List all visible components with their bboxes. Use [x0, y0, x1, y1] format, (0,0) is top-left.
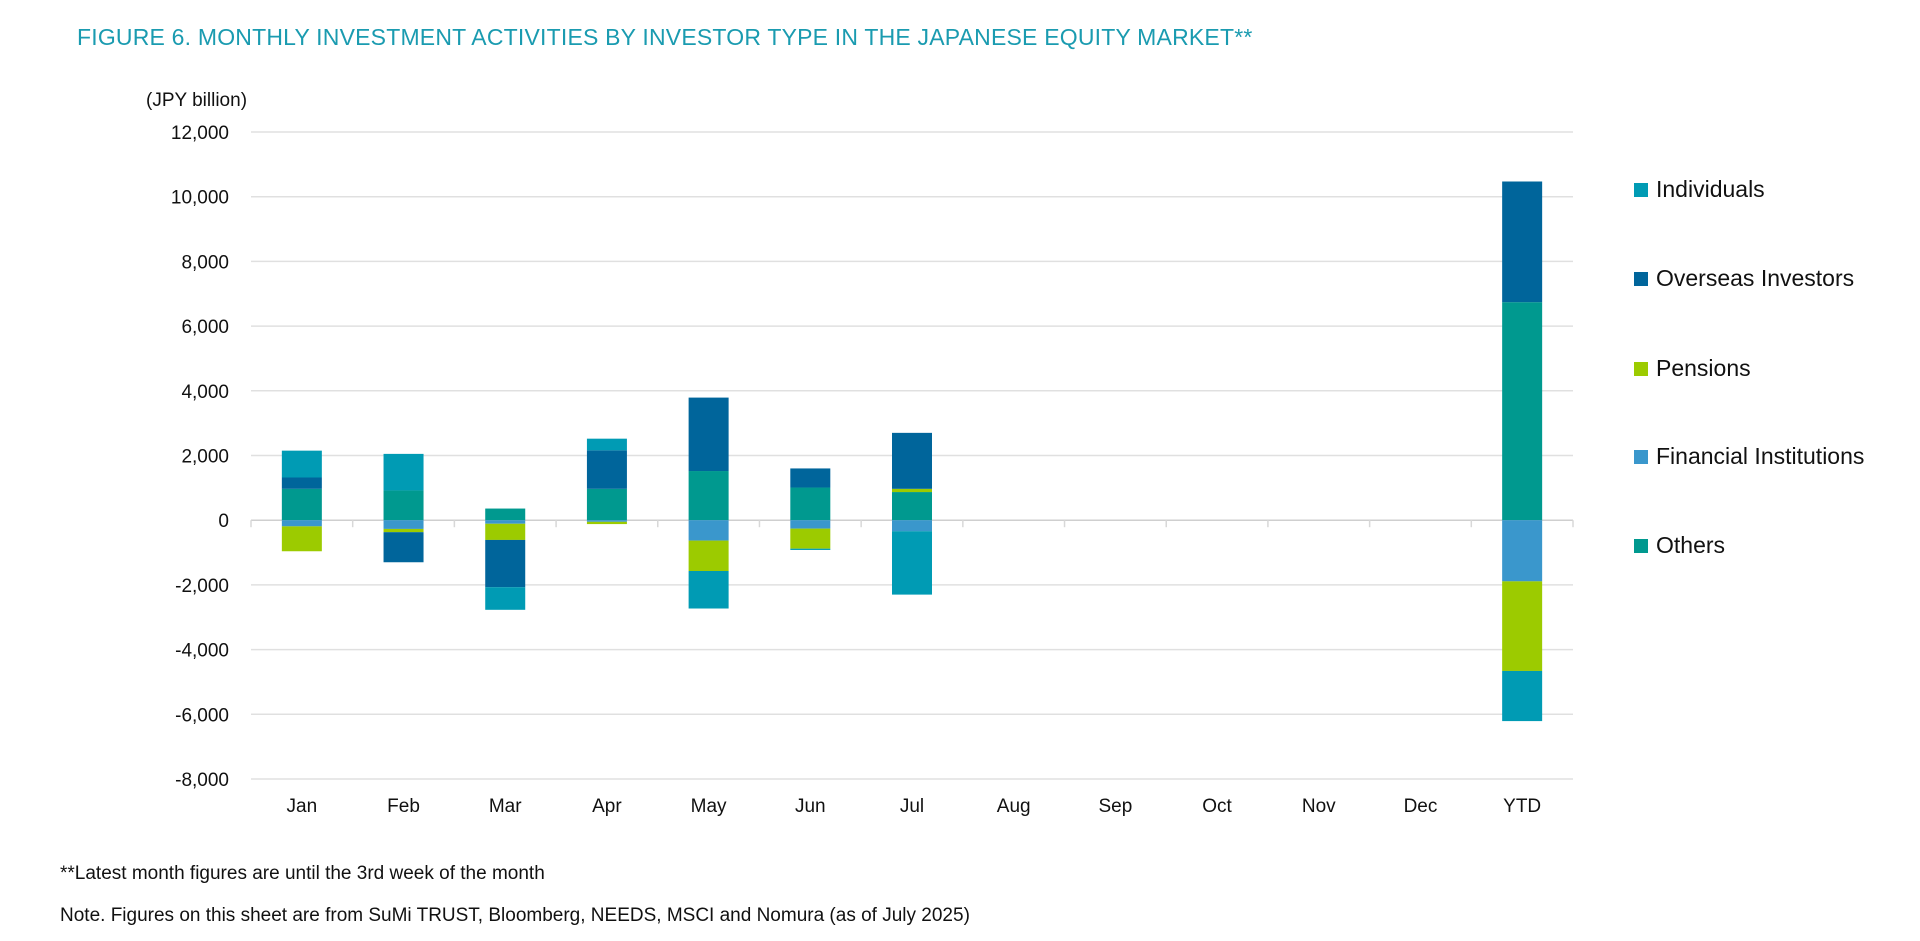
x-tick-label: Dec [1404, 796, 1438, 817]
bar-financial-institutions-apr [586, 520, 627, 522]
bar-others-jan [281, 488, 322, 521]
legend-item: Others [1634, 532, 1725, 559]
bar-others-jul [892, 492, 932, 521]
y-tick-label: 6,000 [181, 317, 229, 338]
bar-financial-institutions-ytd [1502, 520, 1543, 582]
bar-individuals-jul [892, 531, 932, 595]
bar-financial-institutions-jan [281, 520, 322, 527]
bar-others-feb [383, 490, 424, 521]
y-tick-label: 8,000 [181, 252, 229, 273]
bar-pensions-feb [383, 528, 424, 533]
bar-pensions-ytd [1502, 581, 1543, 671]
bar-financial-institutions-feb [383, 520, 424, 529]
bar-financial-institutions-jul [892, 520, 932, 532]
bar-financial-institutions-may [688, 520, 729, 541]
legend-label: Pensions [1656, 355, 1751, 381]
x-tick-label: Jan [287, 796, 318, 817]
bar-others-ytd [1502, 302, 1543, 521]
bar-overseas-investors-ytd [1502, 181, 1543, 303]
footnote: **Latest month figures are until the 3rd… [60, 863, 545, 884]
bar-overseas-investors-may [688, 397, 729, 472]
x-tick-label: Jun [795, 796, 826, 817]
y-tick-label: 12,000 [171, 123, 229, 144]
y-tick-label: -8,000 [175, 770, 229, 791]
y-tick-label: -6,000 [175, 705, 229, 726]
x-tick-label: Feb [387, 796, 420, 817]
legend-swatch [1634, 449, 1648, 464]
bar-individuals-may [688, 570, 729, 609]
bar-individuals-apr [586, 438, 627, 451]
legend-item: Overseas Investors [1634, 265, 1854, 292]
chart-title: FIGURE 6. MONTHLY INVESTMENT ACTIVITIES … [77, 24, 1253, 50]
bar-others-jun [790, 487, 831, 521]
bar-financial-institutions-jun [790, 520, 831, 529]
legend-label: Overseas Investors [1656, 265, 1855, 291]
legend-item: Pensions [1634, 355, 1751, 382]
y-tick-label: 4,000 [181, 382, 229, 403]
bar-individuals-mar [485, 587, 526, 610]
legend-item: Financial Institutions [1634, 443, 1864, 470]
x-tick-label: Oct [1202, 796, 1232, 817]
legend-label: Individuals [1656, 176, 1765, 202]
bar-individuals-jun [790, 548, 831, 550]
legend-swatch [1634, 182, 1648, 197]
x-tick-label: Sep [1098, 796, 1132, 817]
y-axis-unit-label: (JPY billion) [146, 90, 248, 111]
x-tick-label: YTD [1503, 796, 1541, 817]
bar-overseas-investors-jan [281, 477, 322, 489]
legend-swatch [1634, 271, 1648, 286]
legend-label: Others [1656, 532, 1726, 558]
y-tick-label: -2,000 [175, 576, 229, 597]
bar-overseas-investors-jun [790, 468, 831, 488]
bar-individuals-ytd [1502, 670, 1543, 722]
legend-swatch [1634, 538, 1648, 553]
legend-swatch [1634, 361, 1648, 376]
bar-others-apr [586, 488, 627, 521]
bar-others-mar [485, 508, 526, 521]
x-tick-label: Mar [489, 796, 522, 817]
bar-pensions-may [688, 540, 729, 571]
bar-financial-institutions-mar [485, 520, 526, 524]
y-tick-label: -4,000 [175, 641, 229, 662]
x-tick-label: Jul [900, 796, 924, 817]
x-tick-label: May [691, 796, 727, 817]
legend-item: Individuals [1634, 176, 1765, 203]
x-tick-label: Aug [997, 796, 1031, 817]
y-tick-label: 10,000 [171, 188, 229, 209]
bar-pensions-jul [892, 488, 932, 493]
bar-overseas-investors-feb [383, 532, 424, 563]
bar-others-may [688, 471, 729, 521]
bar-individuals-jan [281, 450, 322, 478]
bar-pensions-jun [790, 528, 831, 549]
x-tick-label: Nov [1302, 796, 1336, 817]
legend-label: Financial Institutions [1656, 443, 1865, 469]
bar-pensions-jan [281, 526, 322, 552]
bar-individuals-feb [383, 453, 424, 491]
bar-overseas-investors-jul [892, 432, 932, 489]
bar-overseas-investors-mar [485, 539, 526, 588]
bar-pensions-mar [485, 523, 526, 540]
y-tick-label: 0 [218, 511, 229, 532]
bar-pensions-apr [586, 521, 627, 525]
bar-overseas-investors-apr [586, 450, 627, 489]
y-tick-label: 2,000 [181, 447, 229, 468]
x-tick-label: Apr [592, 796, 622, 817]
source-note: Note. Figures on this sheet are from SuM… [60, 905, 970, 926]
